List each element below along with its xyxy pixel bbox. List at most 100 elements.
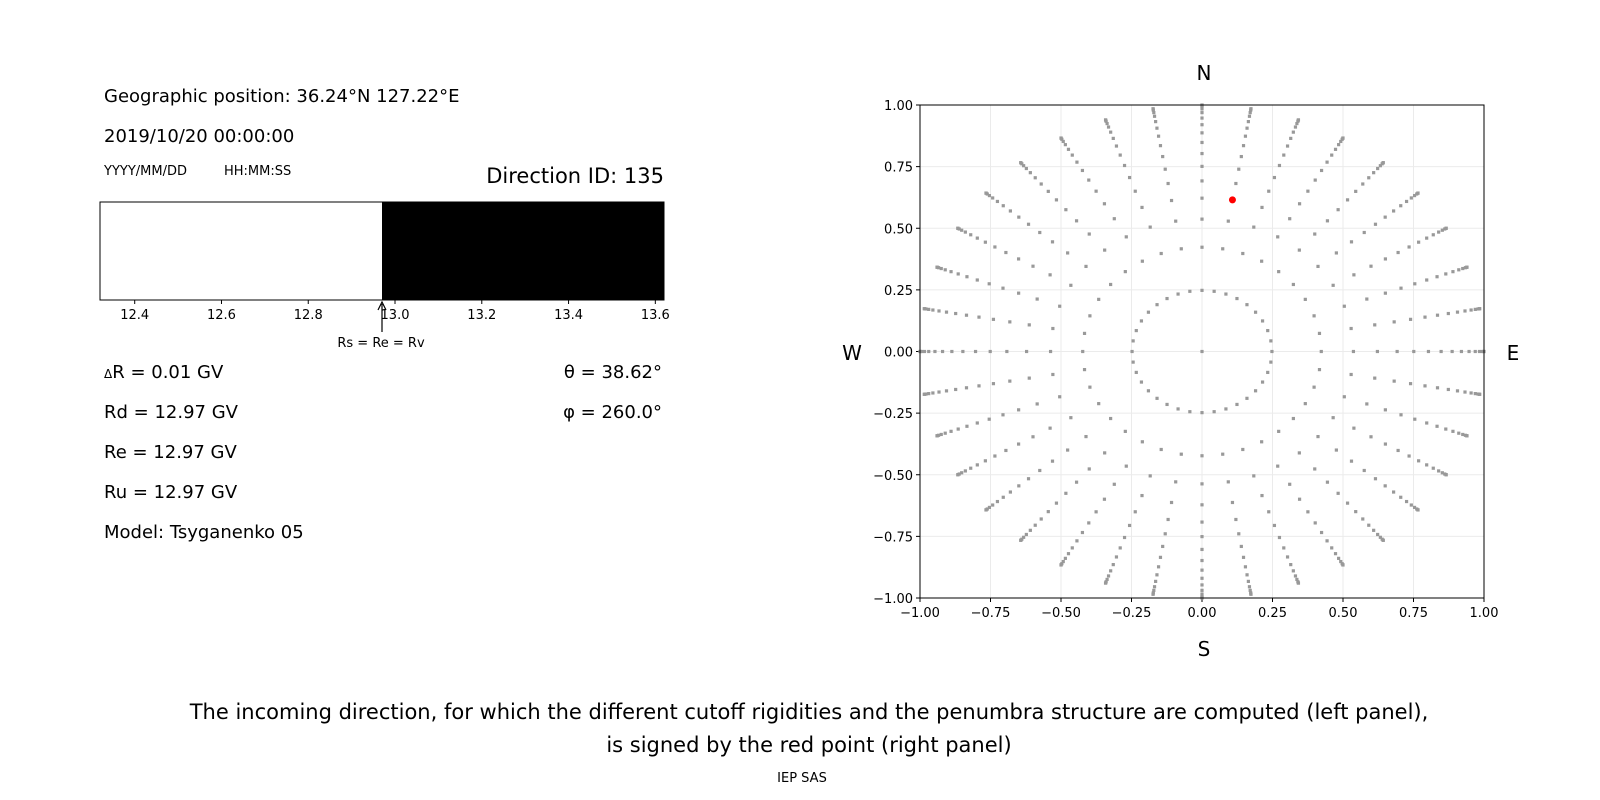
grey-point bbox=[1289, 563, 1293, 567]
grey-point bbox=[987, 193, 992, 198]
grey-point bbox=[1050, 459, 1055, 463]
grey-point bbox=[1237, 167, 1241, 171]
grey-point bbox=[1200, 123, 1204, 127]
grey-point bbox=[964, 386, 969, 390]
grey-point bbox=[1017, 291, 1021, 295]
grey-point bbox=[1237, 532, 1241, 536]
grey-point bbox=[1336, 208, 1340, 212]
direction-id: Direction ID: 135 bbox=[486, 164, 664, 188]
grey-point bbox=[1296, 118, 1301, 122]
grey-point bbox=[1439, 349, 1443, 354]
grey-point bbox=[956, 272, 960, 276]
grey-point bbox=[1066, 147, 1071, 151]
grey-point bbox=[1059, 136, 1063, 140]
grey-point bbox=[1260, 380, 1265, 384]
grey-point bbox=[1066, 251, 1070, 255]
grey-point bbox=[1399, 495, 1403, 499]
grey-point bbox=[943, 431, 947, 435]
penumbra-bar-chart: 12.4 12.6 12.8 13.0 13.2 13.4 13.6 bbox=[99, 201, 670, 332]
grey-point bbox=[1087, 521, 1091, 525]
grey-point bbox=[1260, 205, 1264, 210]
grey-point bbox=[1345, 198, 1350, 202]
grey-point bbox=[1325, 219, 1330, 223]
grey-point bbox=[1118, 546, 1122, 550]
grey-point bbox=[1417, 240, 1421, 244]
grey-point bbox=[988, 349, 992, 354]
grey-point bbox=[1337, 143, 1341, 147]
grey-point bbox=[1152, 588, 1156, 592]
grey-point bbox=[1087, 467, 1091, 471]
grey-point bbox=[1423, 384, 1427, 388]
x-tick-label: −0.25 bbox=[1112, 606, 1152, 621]
grey-point bbox=[1313, 178, 1317, 182]
grey-point bbox=[1446, 311, 1450, 316]
grey-point bbox=[940, 349, 945, 354]
grey-point bbox=[1319, 168, 1324, 173]
ru-value: Ru = 12.97 GV bbox=[104, 482, 238, 503]
grey-point bbox=[960, 471, 964, 475]
caption-line-2: is signed by the red point (right panel) bbox=[606, 733, 1012, 757]
grey-point bbox=[975, 421, 979, 425]
grey-point bbox=[1123, 270, 1127, 274]
grey-point bbox=[1342, 304, 1346, 308]
grey-point bbox=[1200, 245, 1204, 249]
grey-point bbox=[973, 349, 978, 354]
grey-point bbox=[1176, 292, 1180, 296]
grey-point bbox=[1001, 204, 1005, 208]
grey-point bbox=[1134, 370, 1138, 375]
grey-point bbox=[1396, 250, 1400, 255]
grey-point bbox=[1249, 107, 1253, 111]
grey-point bbox=[1446, 387, 1450, 392]
grey-point bbox=[1188, 289, 1192, 293]
re-value: Re = 12.97 GV bbox=[104, 442, 237, 463]
grey-point bbox=[1158, 555, 1163, 559]
grey-point bbox=[1051, 372, 1055, 377]
grey-point bbox=[1124, 464, 1128, 468]
grey-point bbox=[937, 309, 941, 313]
grey-point bbox=[1035, 402, 1039, 406]
grey-point bbox=[939, 432, 943, 437]
grey-point bbox=[1245, 126, 1249, 130]
grey-point bbox=[1200, 196, 1204, 200]
grey-point bbox=[1381, 538, 1385, 542]
grey-point bbox=[1019, 538, 1023, 542]
grey-point bbox=[1395, 349, 1399, 354]
grey-point bbox=[1270, 349, 1274, 354]
grey-point bbox=[969, 466, 973, 470]
grey-point bbox=[1061, 139, 1065, 144]
grey-point bbox=[1146, 389, 1151, 393]
grey-point bbox=[1313, 467, 1317, 471]
grey-point bbox=[977, 384, 981, 388]
grey-point bbox=[1330, 153, 1334, 157]
bar-tick-label: 13.0 bbox=[381, 308, 410, 323]
grey-point bbox=[1296, 581, 1301, 585]
grey-point bbox=[1413, 417, 1417, 421]
grey-point bbox=[1176, 407, 1180, 411]
grey-point bbox=[1409, 503, 1413, 507]
grey-point bbox=[1455, 310, 1460, 314]
x-tick-label: −0.75 bbox=[971, 606, 1011, 621]
grey-point bbox=[1247, 585, 1252, 589]
grey-point bbox=[1248, 111, 1252, 115]
grey-point bbox=[1188, 410, 1192, 414]
grey-point bbox=[991, 317, 996, 321]
grey-point bbox=[1473, 307, 1477, 311]
grey-point bbox=[1084, 264, 1088, 269]
compass-south: S bbox=[1197, 637, 1211, 661]
grey-point bbox=[1253, 310, 1258, 314]
grey-point bbox=[1396, 448, 1400, 453]
grey-point bbox=[1200, 288, 1204, 292]
grey-point bbox=[1313, 232, 1317, 236]
grey-point bbox=[922, 349, 927, 354]
grey-point bbox=[1105, 121, 1109, 126]
grey-point bbox=[1074, 219, 1079, 223]
grey-point bbox=[1151, 592, 1155, 596]
compass-east: E bbox=[1506, 341, 1520, 365]
grey-point bbox=[1362, 230, 1366, 235]
grey-point bbox=[1266, 328, 1270, 333]
grey-point bbox=[937, 390, 941, 394]
grey-point bbox=[1426, 349, 1431, 354]
grey-point bbox=[1179, 247, 1183, 251]
grey-point bbox=[991, 503, 995, 507]
